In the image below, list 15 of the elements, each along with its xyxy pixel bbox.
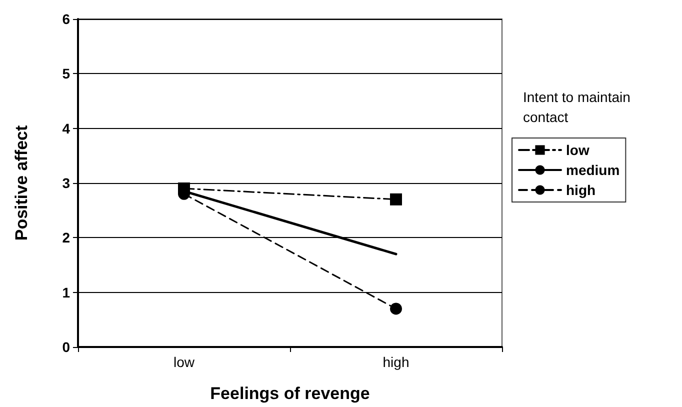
legend-label: medium (566, 162, 620, 178)
y-tick-label: 4 (62, 120, 70, 136)
y-tick-label: 0 (62, 339, 70, 355)
legend-label: high (566, 182, 596, 198)
x-axis-title: Feelings of revenge (210, 384, 370, 403)
y-tick-label: 3 (62, 175, 70, 191)
y-tick-label: 6 (62, 11, 70, 27)
point (390, 193, 402, 206)
y-tick-label: 1 (62, 284, 70, 300)
point (390, 302, 402, 315)
y-tick-label: 5 (62, 66, 70, 82)
y-tick-label: 2 (62, 230, 70, 246)
y-axis-title: Positive affect (12, 125, 31, 241)
legend-title: Intent to maintain contact (523, 89, 634, 125)
legend-label: low (566, 142, 590, 158)
